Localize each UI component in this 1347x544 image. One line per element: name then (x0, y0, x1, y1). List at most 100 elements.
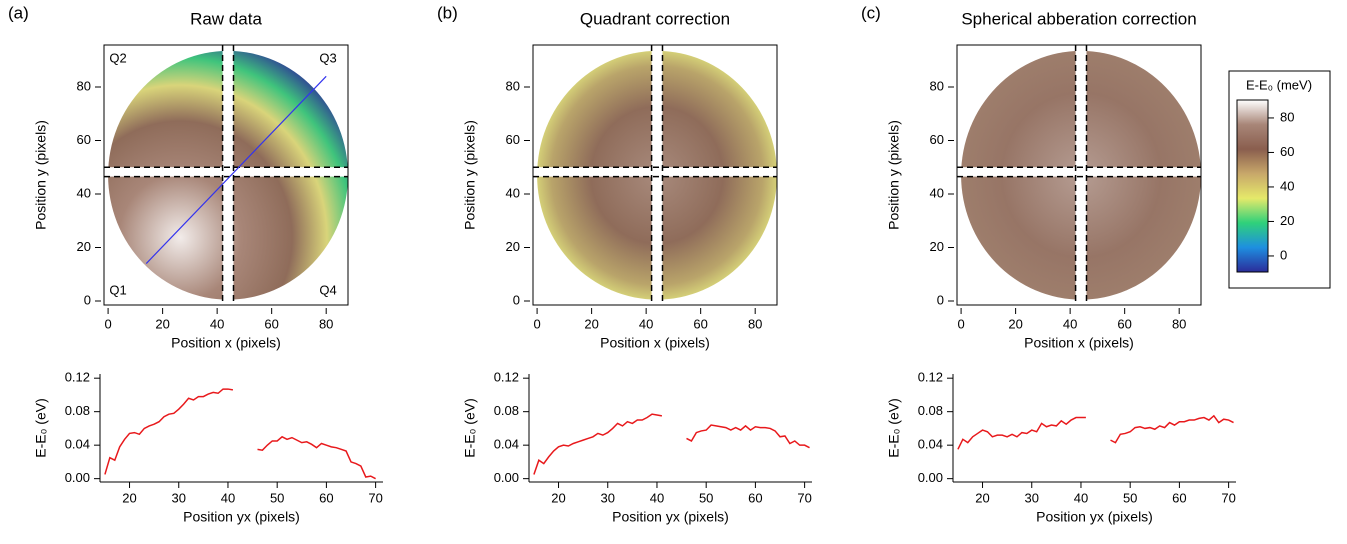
x-tick-label: 20 (155, 316, 169, 331)
heatmap-image (104, 45, 348, 305)
y-tick-label: 0.08 (494, 403, 519, 418)
y-tick-label: 60 (506, 132, 520, 147)
x-tick-label: 20 (584, 316, 598, 331)
x-tick-label: 50 (270, 490, 284, 505)
y-tick-label: 0 (513, 292, 520, 307)
y-axis-label: E-E₀ (eV) (886, 398, 902, 458)
x-tick-label: 30 (601, 490, 615, 505)
x-axis-label: Position yx (pixels) (612, 509, 729, 525)
plot-frame (532, 44, 778, 306)
y-axis-label: Position y (pixels) (33, 120, 49, 230)
x-axis-label: Position x (pixels) (1024, 335, 1134, 351)
x-tick-label: 60 (319, 490, 333, 505)
colorbar-label: E-E₀ (meV) (1246, 77, 1312, 92)
x-tick-label: 50 (1123, 490, 1137, 505)
y-tick-label: 20 (930, 239, 944, 254)
colorbar-tick-label: 40 (1280, 178, 1294, 193)
panel-label: (b) (437, 3, 458, 22)
x-tick-label: 60 (1117, 316, 1131, 331)
x-tick-label: 80 (1172, 316, 1186, 331)
y-tick-label: 40 (930, 185, 944, 200)
x-tick-label: 80 (319, 316, 333, 331)
heatmap-image (957, 45, 1201, 305)
y-tick-label: 0.04 (918, 437, 943, 452)
colorbar-tick-label: 0 (1280, 247, 1287, 262)
quadrant-label: Q1 (109, 282, 126, 297)
y-tick-label: 0.08 (65, 403, 90, 418)
gap-h (104, 167, 348, 177)
x-axis-label: Position x (pixels) (171, 335, 281, 351)
y-tick-label: 40 (77, 185, 91, 200)
x-tick-label: 40 (1074, 490, 1088, 505)
colorbar-tick-label: 60 (1280, 144, 1294, 159)
y-tick-label: 0.08 (918, 403, 943, 418)
y-tick-label: 40 (506, 185, 520, 200)
data-line (533, 413, 810, 475)
data-line (957, 414, 1234, 450)
heatmap-image (533, 45, 777, 305)
x-tick-label: 20 (551, 490, 565, 505)
y-tick-label: 0.04 (494, 437, 519, 452)
colorbar (1236, 99, 1269, 273)
y-tick-label: 0.00 (918, 470, 943, 485)
plot-frame (956, 44, 1202, 306)
y-tick-label: 60 (930, 132, 944, 147)
y-tick-label: 60 (77, 132, 91, 147)
x-tick-label: 20 (1008, 316, 1022, 331)
y-tick-label: 0.04 (65, 437, 90, 452)
y-axis-label: E-E₀ (eV) (462, 398, 478, 458)
chart-title: Quadrant correction (580, 9, 730, 28)
y-tick-label: 20 (77, 239, 91, 254)
quadrant-label: Q3 (319, 50, 336, 65)
x-tick-label: 20 (975, 490, 989, 505)
x-tick-label: 50 (699, 490, 713, 505)
chart-title: Raw data (190, 9, 262, 28)
colorbar-tick-label: 20 (1280, 213, 1294, 228)
x-tick-label: 60 (1172, 490, 1186, 505)
diagonal-cut (145, 75, 327, 264)
colorbar-tick-label: 80 (1280, 109, 1294, 124)
quadrant-label: Q2 (109, 50, 126, 65)
x-tick-label: 40 (221, 490, 235, 505)
y-tick-label: 80 (506, 78, 520, 93)
y-tick-label: 20 (506, 239, 520, 254)
x-tick-label: 70 (1221, 490, 1235, 505)
gap-h (533, 167, 777, 177)
x-tick-label: 40 (1063, 316, 1077, 331)
y-tick-label: 0 (937, 292, 944, 307)
x-tick-label: 70 (368, 490, 382, 505)
x-tick-label: 0 (957, 316, 964, 331)
x-tick-label: 40 (650, 490, 664, 505)
y-tick-label: 0.12 (65, 370, 90, 385)
y-axis-label: Position y (pixels) (886, 120, 902, 230)
y-tick-label: 0.12 (918, 370, 943, 385)
x-tick-label: 60 (693, 316, 707, 331)
y-tick-label: 80 (930, 78, 944, 93)
x-tick-label: 0 (533, 316, 540, 331)
panel-label: (a) (8, 3, 29, 22)
x-tick-label: 30 (172, 490, 186, 505)
x-tick-label: 60 (748, 490, 762, 505)
x-tick-label: 40 (210, 316, 224, 331)
x-tick-label: 80 (748, 316, 762, 331)
panel-label: (c) (861, 3, 881, 22)
y-tick-label: 0 (84, 292, 91, 307)
quadrant-label: Q4 (319, 282, 336, 297)
y-tick-label: 0.00 (65, 470, 90, 485)
y-axis-label: Position y (pixels) (462, 120, 478, 230)
x-axis-label: Position yx (pixels) (1036, 509, 1153, 525)
y-tick-label: 80 (77, 78, 91, 93)
y-axis-label: E-E₀ (eV) (33, 398, 49, 458)
y-tick-label: 0.12 (494, 370, 519, 385)
x-axis-label: Position x (pixels) (600, 335, 710, 351)
x-axis-label: Position yx (pixels) (183, 509, 300, 525)
gap-h (957, 167, 1201, 177)
plot-frame (103, 44, 349, 306)
x-tick-label: 0 (104, 316, 111, 331)
x-tick-label: 20 (122, 490, 136, 505)
x-tick-label: 70 (797, 490, 811, 505)
y-tick-label: 0.00 (494, 470, 519, 485)
data-line (104, 388, 376, 480)
x-tick-label: 40 (639, 316, 653, 331)
